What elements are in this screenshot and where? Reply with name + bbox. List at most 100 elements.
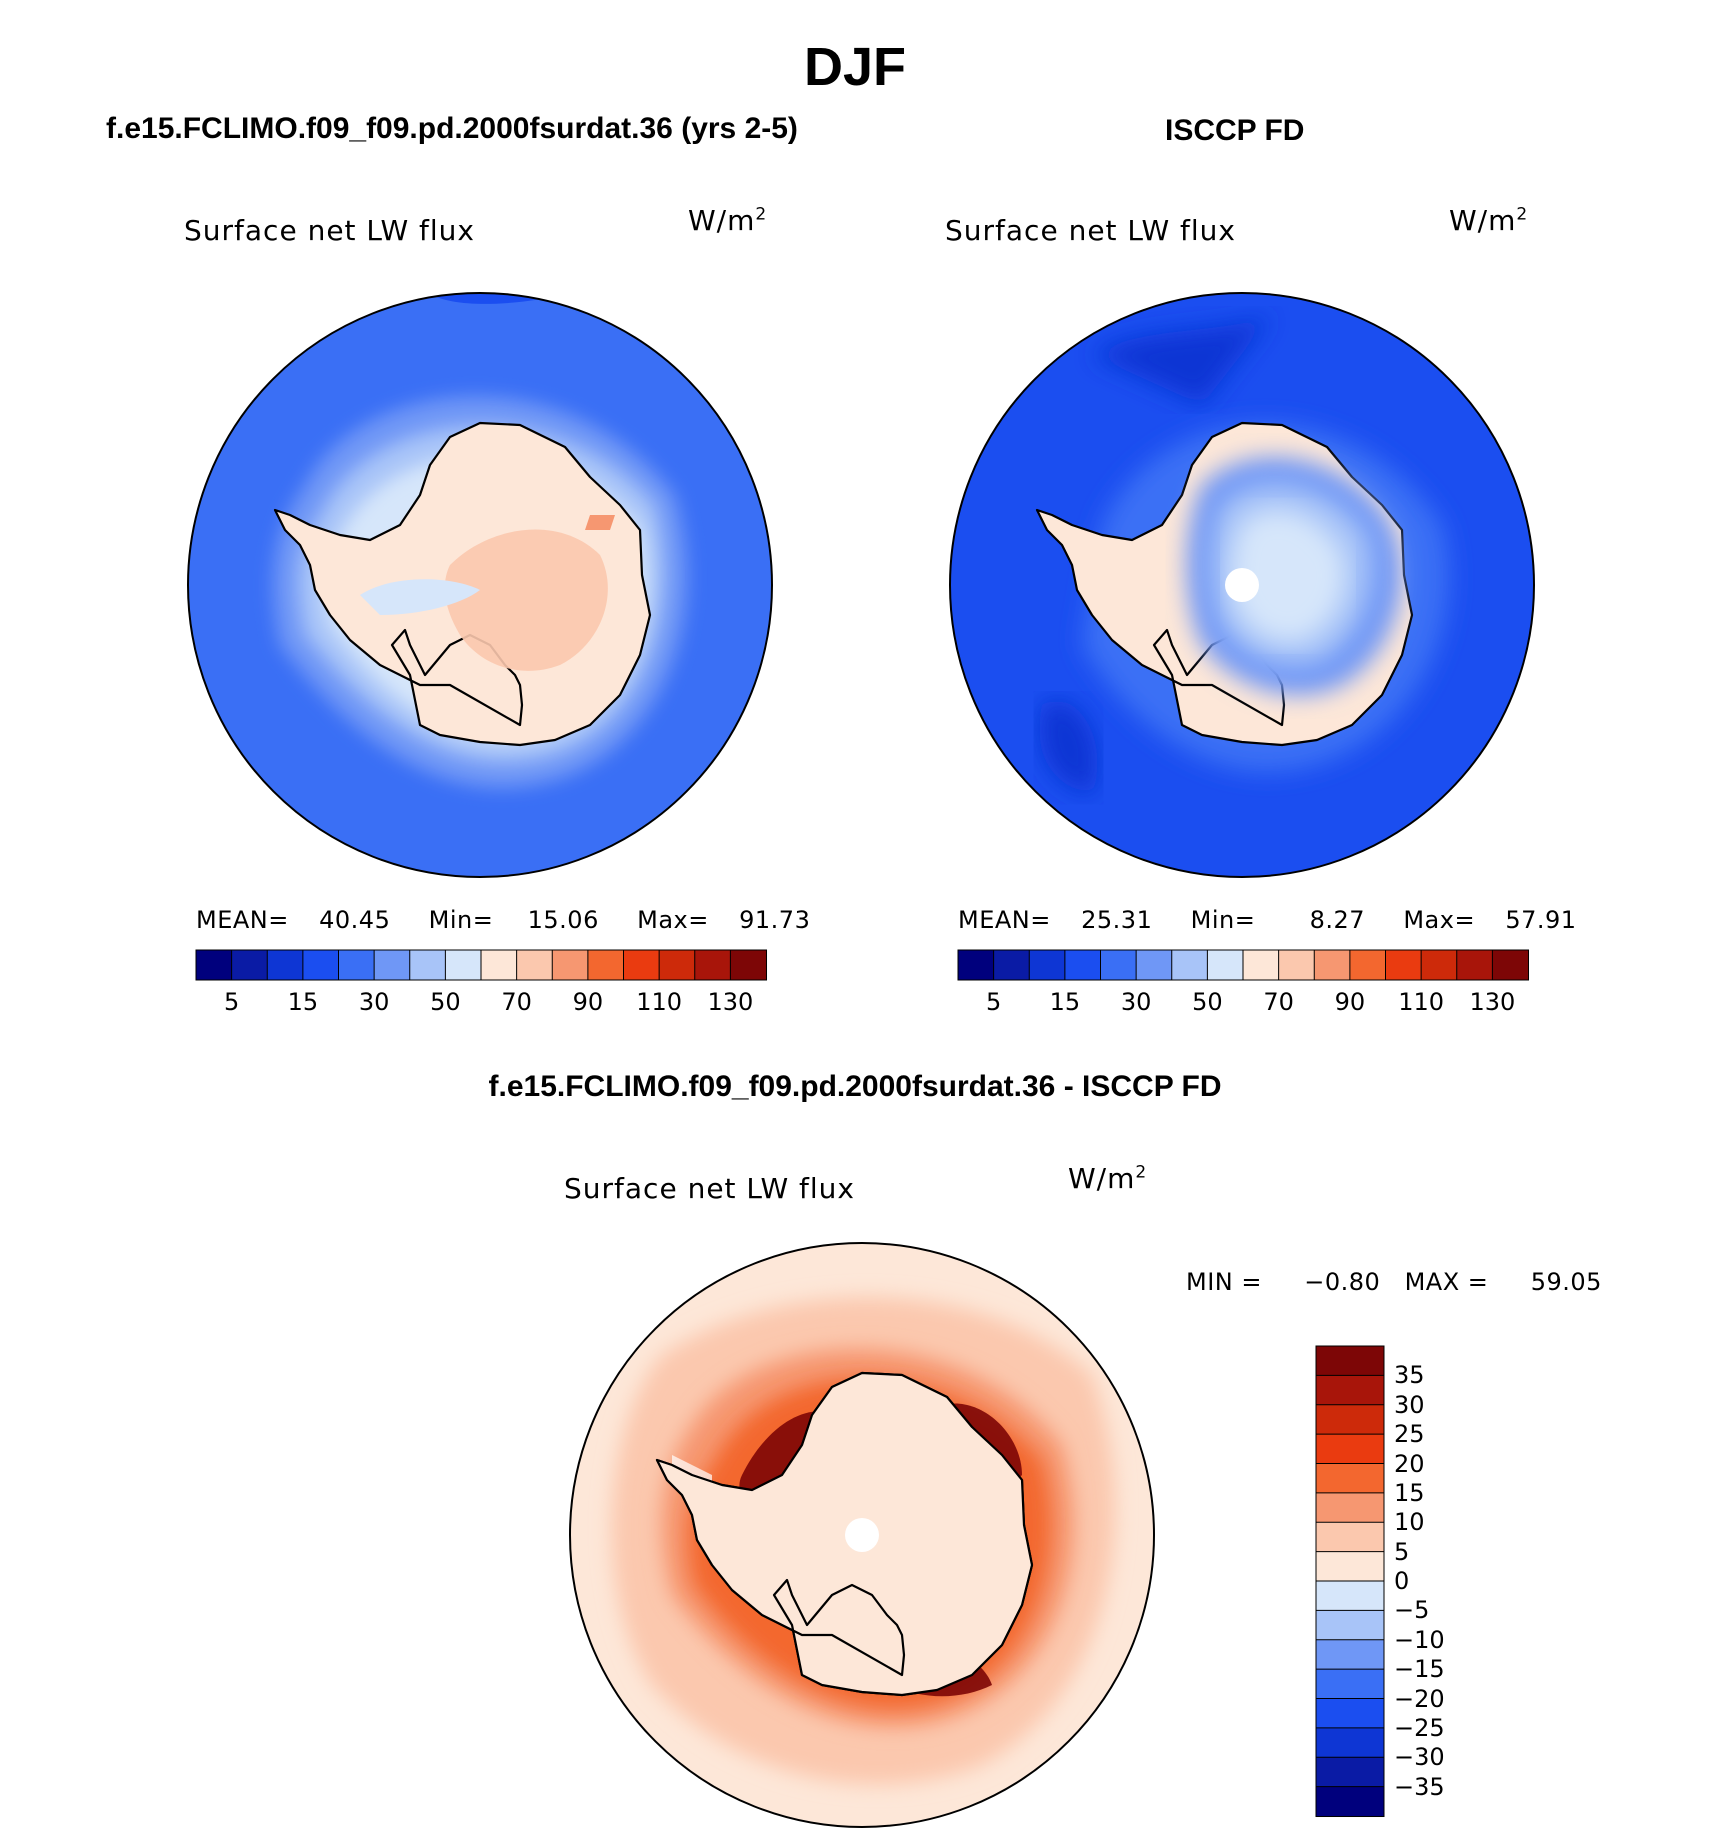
obs-min-value: 8.27 xyxy=(1309,906,1366,934)
model-interior-patch xyxy=(444,529,608,671)
model-warm-spot xyxy=(585,515,615,530)
diff-colorbar-box xyxy=(1315,1374,1385,1406)
model-min-label: Min= xyxy=(428,906,494,934)
diff-pole-mask xyxy=(845,1518,879,1552)
obs-colorbar-box xyxy=(1242,949,1280,981)
diff-min-value: −0.80 xyxy=(1304,1268,1381,1296)
model-max-label: Max= xyxy=(637,906,709,934)
diff-colorbar-box xyxy=(1315,1668,1385,1700)
obs-map xyxy=(949,292,1535,878)
obs-colorbar-tick-label: 90 xyxy=(1334,988,1366,1016)
model-min-value: 15.06 xyxy=(527,906,599,934)
diff-map xyxy=(569,1242,1155,1828)
obs-colorbar-box xyxy=(1456,949,1494,981)
obs-colorbar-tick-label: 130 xyxy=(1469,988,1516,1016)
model-colorbar-tick-label: 110 xyxy=(636,988,682,1016)
model-colorbar-tick-label: 90 xyxy=(572,988,604,1016)
obs-colorbar-tick-label: 50 xyxy=(1192,988,1223,1016)
diff-colorbar-tick-label: 30 xyxy=(1394,1390,1425,1419)
diff-colorbar-box xyxy=(1315,1463,1385,1494)
obs-colorbar-tick-label: 15 xyxy=(1049,988,1081,1016)
obs-colorbar-tick-label: 30 xyxy=(1120,988,1152,1016)
diff-colorbar-box xyxy=(1315,1609,1385,1641)
model-colorbar-tick-label: 5 xyxy=(223,988,240,1016)
diff-colorbar xyxy=(1315,1345,1385,1818)
model-units-label: W/m2 xyxy=(688,204,768,237)
obs-colorbar-tick-label: 110 xyxy=(1398,988,1444,1016)
obs-max-value: 57.91 xyxy=(1505,906,1577,934)
obs-colorbar-box xyxy=(1206,949,1245,981)
obs-units-label: W/m2 xyxy=(1449,204,1529,237)
obs-colorbar-box xyxy=(1385,949,1423,981)
diff-colorbar-box xyxy=(1315,1492,1385,1524)
model-colorbar-box xyxy=(338,949,376,981)
diff-colorbar-ticks: 35 30 25 20 15 10 5 0 −5 −10 −15 −20 −25 −30 −35 xyxy=(1394,1346,1474,1816)
diff-max-value: 59.05 xyxy=(1530,1268,1602,1296)
diff-colorbar-box xyxy=(1315,1345,1385,1377)
model-field-label: Surface net LW flux xyxy=(184,214,475,247)
diff-colorbar-box xyxy=(1315,1521,1385,1553)
model-colorbar-box xyxy=(409,949,447,981)
model-colorbar-box xyxy=(480,949,518,981)
obs-colorbar xyxy=(957,949,1530,981)
model-mean-value: 40.45 xyxy=(319,906,391,934)
model-colorbar-box xyxy=(444,949,483,981)
diff-colorbar-box xyxy=(1315,1756,1385,1788)
diff-colorbar-tick-label: −20 xyxy=(1394,1684,1445,1713)
diff-colorbar-tick-label: −30 xyxy=(1394,1743,1445,1772)
obs-panel-title: ISCCP FD xyxy=(1165,114,1305,147)
obs-dark-patch-1 xyxy=(1092,315,1272,405)
obs-colorbar-tick-label: 5 xyxy=(985,988,1002,1016)
model-colorbar-box xyxy=(195,949,233,981)
obs-colorbar-box xyxy=(993,949,1031,981)
obs-colorbar-box xyxy=(957,949,995,981)
diff-colorbar-box xyxy=(1315,1580,1385,1612)
model-colorbar xyxy=(195,949,768,981)
figure-title: DJF xyxy=(803,37,906,97)
obs-mean-value: 25.31 xyxy=(1081,906,1153,934)
model-colorbar-tick-label: 30 xyxy=(358,988,390,1016)
diff-colorbar-tick-label: −25 xyxy=(1394,1713,1445,1742)
model-max-value: 91.73 xyxy=(739,906,811,934)
diff-colorbar-tick-label: −15 xyxy=(1394,1655,1445,1684)
diff-stats: MIN = −0.80 MAX = 59.05 xyxy=(1186,1268,1602,1296)
model-colorbar-box xyxy=(373,949,411,981)
obs-max-label: Max= xyxy=(1403,906,1476,934)
model-colorbar-tick-label: 15 xyxy=(287,988,319,1016)
model-colorbar-box xyxy=(551,949,589,981)
diff-colorbar-tick-label: −5 xyxy=(1394,1596,1430,1625)
model-colorbar-tick-label: 130 xyxy=(707,988,754,1016)
obs-interior-c xyxy=(1231,510,1345,641)
diff-colorbar-tick-label: 0 xyxy=(1394,1567,1410,1595)
obs-mean-label: MEAN= xyxy=(958,906,1051,934)
model-colorbar-tick-label: 70 xyxy=(501,988,532,1016)
diff-colorbar-tick-label: 15 xyxy=(1394,1478,1425,1507)
obs-dark-patch-2 xyxy=(1039,700,1098,795)
model-ross-shelf xyxy=(360,579,480,615)
diff-colorbar-box xyxy=(1315,1639,1385,1671)
diff-panel-title: f.e15.FCLIMO.f09_f09.pd.2000fsurdat.36 -… xyxy=(488,1070,1222,1103)
model-mean-label: MEAN= xyxy=(196,906,289,934)
diff-colorbar-tick-label: 25 xyxy=(1394,1420,1425,1449)
model-colorbar-box xyxy=(587,949,625,981)
model-colorbar-box xyxy=(623,949,661,981)
diff-field-label: Surface net LW flux xyxy=(564,1172,855,1205)
obs-colorbar-box xyxy=(1313,949,1351,981)
obs-stats: MEAN= 25.31 Min= 8.27 Max= 57.91 xyxy=(958,906,1577,934)
diff-colorbar-tick-label: 20 xyxy=(1394,1449,1425,1478)
diff-colorbar-box xyxy=(1315,1698,1385,1729)
diff-colorbar-tick-label: −10 xyxy=(1394,1625,1445,1654)
obs-map-border xyxy=(949,292,1535,878)
obs-colorbar-box xyxy=(1420,949,1458,981)
model-panel-title: f.e15.FCLIMO.f09_f09.pd.2000fsurdat.36 (… xyxy=(106,112,798,145)
diff-colorbar-box xyxy=(1315,1551,1385,1583)
diff-colorbar-box xyxy=(1315,1433,1385,1465)
obs-colorbar-box xyxy=(1100,949,1138,981)
model-colorbar-box xyxy=(694,949,732,981)
diff-colorbar-box xyxy=(1315,1404,1385,1436)
model-colorbar-box xyxy=(302,949,340,981)
diff-colorbar-box xyxy=(1315,1786,1385,1818)
obs-field-label: Surface net LW flux xyxy=(945,214,1236,247)
diff-colorbar-tick-label: 35 xyxy=(1394,1361,1425,1390)
obs-pole-mask xyxy=(1225,568,1259,602)
